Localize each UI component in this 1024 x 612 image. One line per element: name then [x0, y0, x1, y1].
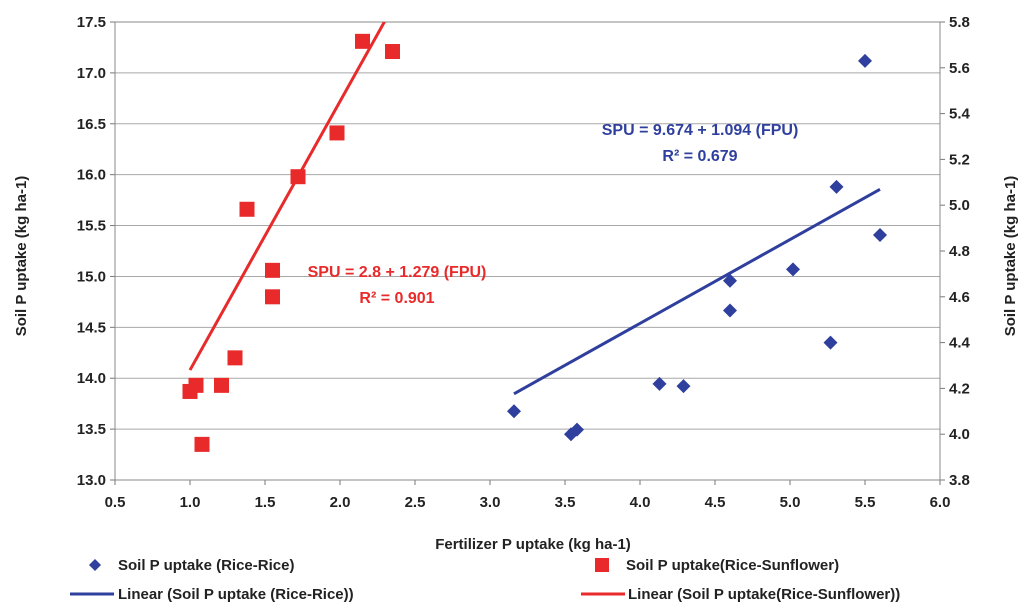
point-rice-sunflower: [227, 350, 243, 366]
legend-label-linear-rice-sunflower: Linear (Soil P uptake(Rice-Sunflower)): [628, 586, 900, 603]
y-right-tick-label: 4.6: [949, 289, 970, 306]
point-rice-rice: [858, 53, 872, 68]
y-axis-title-right: Soil P uptake (kg ha-1): [1002, 176, 1019, 337]
y-left-tick-label: 13.0: [77, 472, 106, 489]
x-tick-label: 4.0: [630, 494, 651, 511]
r2-rice-sunflower: R² = 0.901: [359, 290, 434, 307]
point-rice-sunflower: [355, 33, 370, 49]
y-right-tick-label: 5.0: [949, 197, 970, 214]
y-right-tick-label: 5.6: [949, 60, 970, 77]
point-rice-rice: [873, 227, 887, 242]
legend: Soil P uptake (Rice-Rice) Soil P uptake(…: [70, 557, 900, 603]
x-tick-label: 5.0: [780, 494, 801, 511]
point-rice-sunflower: [188, 377, 204, 393]
legend-marker-rice-sunflower: [595, 558, 609, 572]
point-rice-rice: [786, 262, 800, 277]
trendlines: [188, 22, 881, 396]
x-tick-label: 2.5: [405, 494, 426, 511]
y-left-tick-label: 13.5: [77, 421, 106, 438]
y-left-tick-label: 15.5: [77, 218, 106, 235]
point-rice-sunflower: [290, 169, 306, 185]
y-right-tick-label: 3.8: [949, 472, 970, 489]
equation-rice-sunflower: SPU = 2.8 + 1.279 (FPU): [308, 264, 487, 281]
y-right-tick-label: 4.2: [949, 380, 970, 397]
x-tick-label: 0.5: [105, 494, 126, 511]
data-points: [182, 33, 887, 452]
y-left-tick-label: 16.5: [77, 116, 106, 133]
trendline-rice-sunflower: [188, 22, 387, 371]
y-right-tick-label: 4.0: [949, 426, 970, 443]
y-left-tick-label: 17.5: [77, 14, 106, 31]
y-right-tick-label: 4.4: [949, 335, 971, 352]
point-rice-rice: [723, 303, 737, 318]
equation-rice-rice: SPU = 9.674 + 1.094 (FPU): [602, 122, 799, 139]
r2-rice-rice: R² = 0.679: [662, 148, 737, 165]
x-tick-label: 1.0: [180, 494, 201, 511]
grid-lines: [115, 21, 940, 481]
y-right-tick-label: 5.4: [949, 106, 971, 123]
legend-label-rice-rice: Soil P uptake (Rice-Rice): [118, 557, 294, 574]
point-rice-sunflower: [385, 44, 400, 60]
y-left-tick-label: 14.0: [77, 370, 106, 387]
point-rice-rice: [676, 379, 691, 394]
point-rice-rice: [570, 422, 584, 437]
point-rice-sunflower: [265, 262, 280, 278]
point-rice-rice: [823, 335, 838, 350]
x-axis-title: Fertilizer P uptake (kg ha-1): [435, 536, 631, 553]
y-right-tick-label: 4.8: [949, 243, 970, 260]
y-left-tick-label: 16.0: [77, 167, 106, 184]
point-rice-rice: [652, 376, 667, 391]
x-tick-label: 3.5: [555, 494, 576, 511]
y-left-tick-label: 15.0: [77, 268, 106, 285]
point-rice-rice: [829, 179, 844, 194]
legend-label-rice-sunflower: Soil P uptake(Rice-Sunflower): [626, 557, 839, 574]
x-tick-label: 5.5: [855, 494, 876, 511]
x-tick-label: 4.5: [705, 494, 726, 511]
point-rice-rice: [507, 404, 521, 419]
y-left-tick-label: 17.0: [77, 65, 106, 82]
legend-marker-rice-rice: [89, 559, 101, 571]
x-tick-label: 3.0: [480, 494, 501, 511]
x-tick-label: 2.0: [330, 494, 351, 511]
y-axis-title-left: Soil P uptake (kg ha-1): [13, 176, 30, 337]
y-right-tick-label: 5.8: [949, 14, 970, 31]
x-tick-label: 1.5: [255, 494, 276, 511]
x-tick-label: 6.0: [930, 494, 951, 511]
trendline-rice-rice: [513, 187, 881, 396]
point-rice-sunflower: [194, 436, 210, 452]
point-rice-sunflower: [239, 201, 255, 217]
legend-label-linear-rice-rice: Linear (Soil P uptake (Rice-Rice)): [118, 586, 354, 603]
point-rice-rice: [723, 273, 737, 288]
point-rice-sunflower: [265, 289, 280, 305]
plot-area-border: [114, 21, 941, 481]
y-right-tick-label: 5.2: [949, 151, 970, 168]
point-rice-sunflower: [214, 377, 229, 393]
point-rice-sunflower: [329, 125, 345, 141]
y-left-tick-label: 14.5: [77, 319, 106, 336]
axes: 13.0 13.5 14.0 14.5 15.0 15.5 16.0 16.5 17.0 17.5…: [77, 14, 971, 511]
